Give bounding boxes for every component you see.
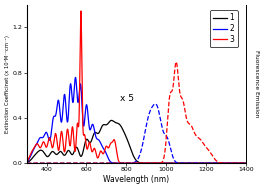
2	[65, 114, 68, 116]
3	[25, 160, 28, 163]
X-axis label: Wavelength (nm): Wavelength (nm)	[103, 175, 169, 184]
Text: x 5: x 5	[120, 94, 134, 103]
3	[79, 10, 82, 12]
1	[205, 162, 209, 164]
1	[244, 162, 247, 164]
Line: 3: 3	[27, 11, 246, 163]
2	[25, 161, 28, 163]
Y-axis label: Fluorescence Emission: Fluorescence Emission	[254, 50, 259, 118]
1	[110, 119, 113, 122]
2	[205, 162, 209, 164]
2	[189, 162, 192, 164]
Line: 1: 1	[27, 120, 246, 163]
3	[244, 162, 247, 164]
1	[157, 162, 160, 164]
3	[109, 143, 112, 145]
3	[157, 162, 160, 164]
2	[218, 162, 221, 164]
1	[189, 162, 192, 164]
3	[189, 162, 192, 164]
3	[168, 162, 171, 164]
1	[65, 152, 68, 154]
3	[205, 162, 209, 164]
1	[168, 162, 171, 164]
Legend: 1, 2, 3: 1, 2, 3	[210, 10, 238, 47]
3	[65, 134, 68, 137]
Y-axis label: Extinction Coefficinet (x 10⁵M⁻¹cm⁻¹): Extinction Coefficinet (x 10⁵M⁻¹cm⁻¹)	[5, 35, 10, 133]
Line: 2: 2	[27, 77, 246, 163]
2	[157, 162, 160, 164]
2	[168, 162, 171, 164]
2	[74, 76, 77, 78]
1	[25, 161, 28, 164]
1	[109, 120, 112, 122]
3	[178, 162, 181, 164]
2	[244, 162, 247, 164]
2	[109, 161, 112, 163]
